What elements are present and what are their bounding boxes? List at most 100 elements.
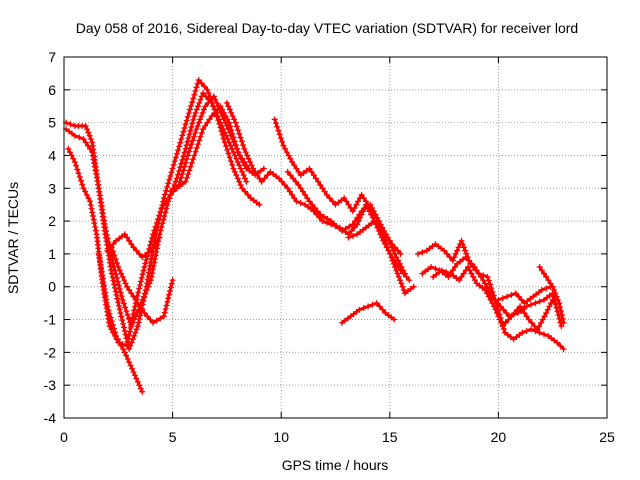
data-point <box>507 334 514 341</box>
data-point <box>135 289 142 296</box>
data-point <box>129 317 136 324</box>
data-point <box>306 198 313 205</box>
data-point <box>136 250 143 257</box>
data-point <box>449 257 456 264</box>
data-point <box>464 264 471 271</box>
data-point <box>558 311 565 318</box>
data-point <box>158 204 165 211</box>
data-point <box>202 93 209 100</box>
data-point <box>348 227 355 234</box>
data-point <box>161 212 168 219</box>
data-point <box>236 152 243 159</box>
series-track-6 <box>108 244 176 326</box>
data-point <box>190 116 197 123</box>
data-point <box>489 300 496 307</box>
data-point <box>89 212 96 219</box>
data-point <box>70 155 77 162</box>
y-tick-label: 0 <box>48 279 56 295</box>
data-point <box>144 249 151 256</box>
data-point <box>181 163 188 170</box>
data-point <box>229 161 236 168</box>
data-point <box>141 293 148 300</box>
y-tick-labels: -4 -3 -2 -1 0 1 2 3 4 5 6 7 <box>44 49 57 426</box>
data-point <box>493 309 500 316</box>
data-point <box>75 170 82 177</box>
data-point <box>249 165 256 172</box>
data-point <box>127 325 134 332</box>
data-point <box>536 298 543 305</box>
data-point <box>284 185 291 192</box>
series-line <box>168 104 266 194</box>
data-point <box>211 109 218 116</box>
data-point <box>224 136 231 143</box>
data-point <box>153 219 160 226</box>
data-point <box>386 237 393 244</box>
data-point <box>553 304 560 311</box>
data-point <box>356 211 363 218</box>
data-point <box>484 290 491 297</box>
data-point <box>443 268 450 275</box>
data-point <box>319 185 326 192</box>
data-point <box>120 324 127 331</box>
data-point <box>85 129 92 136</box>
data-point <box>89 149 96 156</box>
data-point <box>547 280 554 287</box>
data-point <box>499 323 506 330</box>
data-point <box>114 336 121 343</box>
data-point <box>310 172 317 179</box>
data-point <box>519 306 526 313</box>
data-point <box>137 303 144 310</box>
data-point <box>123 342 130 349</box>
data-point <box>503 309 510 316</box>
data-point <box>244 152 251 159</box>
data-point <box>164 298 171 305</box>
data-point <box>536 264 543 271</box>
data-point <box>389 257 396 264</box>
data-point <box>323 219 330 226</box>
y-tick-label: -3 <box>44 377 57 393</box>
data-point <box>122 304 129 311</box>
data-point <box>110 325 117 332</box>
data-point <box>368 204 375 211</box>
y-tick-label: 5 <box>48 115 56 131</box>
data-point <box>234 159 241 166</box>
data-point <box>87 202 94 209</box>
data-point <box>452 250 459 257</box>
data-point <box>369 301 376 308</box>
data-point <box>500 306 507 313</box>
data-point <box>400 287 407 294</box>
data-point <box>197 116 204 123</box>
data-point <box>473 267 480 274</box>
data-point <box>241 162 248 169</box>
data-point <box>82 139 89 146</box>
data-point <box>358 191 365 198</box>
data-point <box>544 306 551 313</box>
data-point <box>320 213 327 220</box>
y-tick-label: -1 <box>44 312 57 328</box>
data-point <box>492 306 499 313</box>
series-line <box>286 170 407 276</box>
data-point <box>395 273 402 280</box>
data-point <box>185 171 192 178</box>
data-point <box>82 188 89 195</box>
data-point <box>549 283 556 290</box>
data-point <box>527 295 534 302</box>
data-point <box>110 277 117 284</box>
data-point <box>415 250 422 257</box>
data-point <box>481 280 488 287</box>
data-point <box>351 224 358 231</box>
data-point <box>113 260 120 267</box>
data-point <box>345 234 352 241</box>
data-point <box>309 201 316 208</box>
data-point <box>557 342 564 349</box>
data-point <box>286 188 293 195</box>
data-point <box>91 160 98 167</box>
data-point <box>227 142 234 149</box>
data-point <box>253 199 260 206</box>
data-point <box>345 201 352 208</box>
data-point <box>126 332 133 339</box>
y-tick-label: 4 <box>48 147 56 163</box>
data-point <box>184 113 191 120</box>
data-point <box>451 254 458 261</box>
data-point <box>179 170 186 177</box>
